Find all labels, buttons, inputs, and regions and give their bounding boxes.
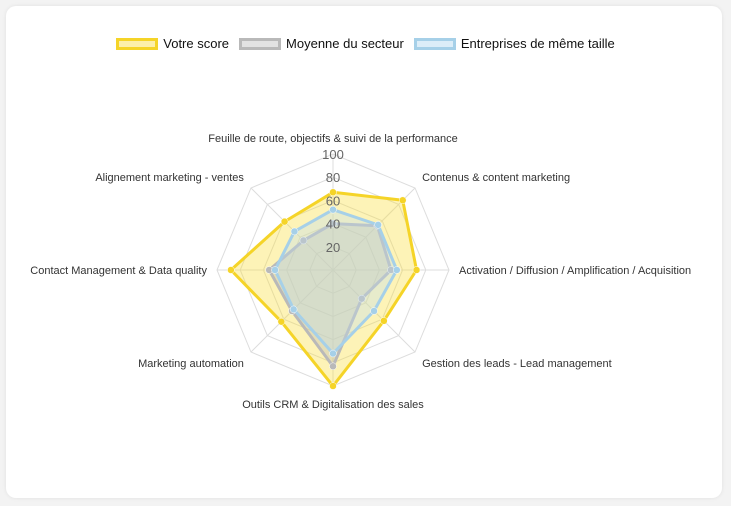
- legend-item-votre-score[interactable]: Votre score: [116, 36, 229, 51]
- legend-swatch-moyenne-secteur: [239, 37, 282, 50]
- series-point-0-4[interactable]: [329, 382, 337, 390]
- series-point-2-2[interactable]: [393, 266, 401, 274]
- series-point-2-6[interactable]: [271, 266, 279, 274]
- series-point-0-7[interactable]: [280, 217, 289, 226]
- series-point-2-0[interactable]: [329, 205, 337, 214]
- series-point-0-5[interactable]: [277, 317, 286, 326]
- series-0: [227, 188, 421, 390]
- legend-item-entreprises-meme-taille[interactable]: Entreprises de même taille: [413, 36, 615, 51]
- axis-label-2: Activation / Diffusion / Amplification /…: [459, 265, 691, 277]
- axis-label-1: Contenus & content marketing: [422, 172, 570, 184]
- series-point-0-2[interactable]: [412, 266, 421, 274]
- series-2: [271, 205, 401, 358]
- legend-label-entreprises-meme-taille: Entreprises de même taille: [460, 36, 615, 51]
- radar-axis-labels: Feuille de route, objectifs & suivi de l…: [30, 133, 691, 411]
- series-point-2-7[interactable]: [290, 227, 299, 236]
- series-point-1-4[interactable]: [329, 362, 337, 371]
- axis-label-7: Alignement marketing - ventes: [95, 172, 244, 184]
- series-point-2-5[interactable]: [289, 305, 298, 314]
- tick-label-100: 100: [322, 147, 344, 162]
- series-point-0-6[interactable]: [227, 266, 235, 274]
- tick-label-60: 60: [326, 193, 340, 208]
- series-point-1-3[interactable]: [357, 294, 366, 303]
- series-1: [265, 219, 395, 371]
- series-point-0-0[interactable]: [329, 188, 337, 197]
- series-point-2-1[interactable]: [374, 221, 382, 229]
- radar-series: [227, 188, 421, 390]
- legend-swatch-votre-score: [116, 37, 159, 50]
- series-point-2-4[interactable]: [329, 349, 337, 358]
- chart-card: [6, 6, 722, 498]
- tick-label-80: 80: [326, 170, 340, 185]
- radar-tick-labels: 20 40 60 80 100: [322, 147, 344, 255]
- axis-label-4: Outils CRM & Digitalisation des sales: [242, 399, 424, 411]
- series-point-1-7[interactable]: [299, 236, 308, 245]
- legend-label-votre-score: Votre score: [163, 36, 230, 51]
- tick-label-20: 20: [326, 240, 340, 255]
- series-point-0-1[interactable]: [398, 196, 407, 205]
- tick-label-40: 40: [326, 217, 340, 232]
- axis-label-0: Feuille de route, objectifs & suivi de l…: [208, 133, 457, 145]
- axis-label-5: Marketing automation: [138, 358, 244, 370]
- series-point-1-0[interactable]: [329, 219, 337, 228]
- axis-label-6: Contact Management & Data quality: [30, 265, 207, 277]
- legend-item-moyenne-secteur[interactable]: Moyenne du secteur: [239, 36, 404, 51]
- axis-label-3: Gestion des leads - Lead management: [422, 358, 612, 370]
- legend-swatch-entreprises-meme-taille: [413, 37, 456, 50]
- series-point-2-3[interactable]: [370, 307, 378, 315]
- legend: Votre score Moyenne du secteur Entrepris…: [0, 36, 731, 51]
- legend-label-moyenne-secteur: Moyenne du secteur: [286, 36, 404, 51]
- series-point-0-3[interactable]: [380, 317, 388, 325]
